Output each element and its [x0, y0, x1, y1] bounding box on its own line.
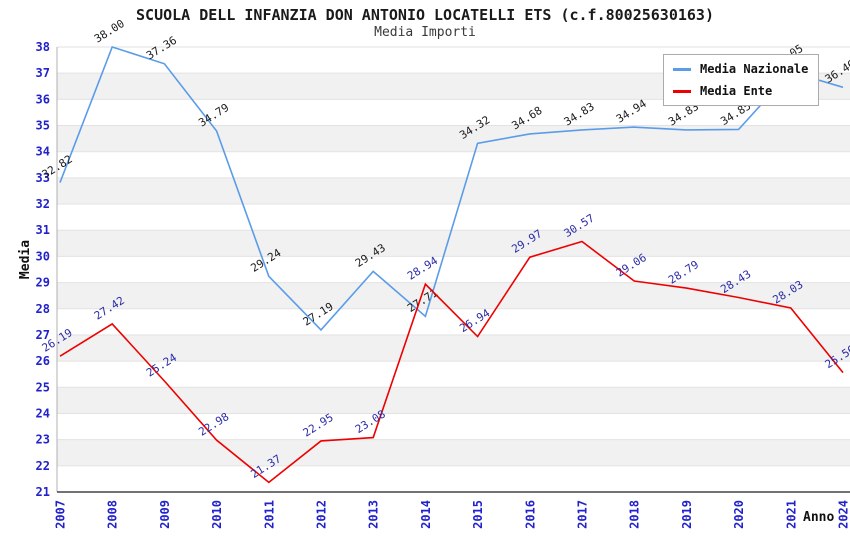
- value-label: 22.98: [196, 410, 231, 439]
- grid-band: [57, 334, 850, 362]
- y-tick-label: 37: [36, 66, 50, 80]
- chart-subtitle: Media Importi: [374, 25, 476, 40]
- series-line-media-nazionale: [59, 46, 844, 332]
- x-tick-label: 2012: [315, 500, 329, 529]
- value-label: 38.00: [92, 17, 127, 46]
- value-label: 34.83: [562, 100, 597, 129]
- x-tick-label: 2009: [158, 500, 172, 529]
- series-line-media-ente: [59, 240, 844, 484]
- legend-label: Media Ente: [700, 84, 773, 98]
- value-label: 34.94: [614, 97, 649, 126]
- x-tick-label: 2016: [523, 500, 537, 529]
- y-tick-label: 21: [36, 485, 50, 499]
- x-tick-label: 2008: [106, 500, 120, 529]
- x-tick-label: 2024: [837, 500, 850, 529]
- y-tick-label: 33: [36, 171, 50, 185]
- red-line-swatch-icon: [673, 89, 691, 93]
- x-tick-label: 2013: [367, 500, 381, 529]
- x-tick-label: 2018: [628, 500, 642, 529]
- legend-item-media-nazionale: Media Nazionale: [673, 62, 808, 76]
- y-tick-label: 35: [36, 119, 50, 133]
- grid-band: [57, 439, 850, 466]
- x-tick-label: 2017: [576, 500, 590, 529]
- y-tick-label: 27: [36, 328, 50, 342]
- x-tick-label: 2019: [680, 500, 694, 529]
- x-tick-label: 2020: [732, 500, 746, 529]
- grid-band: [57, 177, 850, 205]
- y-tick-label: 28: [36, 302, 50, 316]
- gridlines: [57, 46, 850, 467]
- y-tick-label: 32: [36, 197, 50, 211]
- y-tick-label: 25: [36, 380, 50, 394]
- y-tick-label: 22: [36, 459, 50, 473]
- y-tick-label: 29: [36, 276, 50, 290]
- y-tick-label: 26: [36, 354, 50, 368]
- x-axis-title: Anno: [803, 510, 835, 525]
- x-tick-label: 2021: [784, 500, 798, 529]
- y-tick-label: 24: [36, 406, 50, 420]
- x-tick-label: 2014: [419, 500, 433, 529]
- x-tick-label: 2011: [262, 500, 276, 529]
- grid-band: [57, 230, 850, 257]
- legend-label: Media Nazionale: [700, 62, 809, 76]
- y-tick-label: 34: [36, 145, 50, 159]
- grid-bands: [57, 73, 850, 466]
- y-tick-label: 31: [36, 223, 50, 237]
- grid-band: [57, 387, 850, 414]
- chart-title: SCUOLA DELL INFANZIA DON ANTONIO LOCATEL…: [136, 6, 714, 24]
- y-tick-label: 36: [36, 92, 50, 106]
- x-tick-labels: 2007 2008 2009 2010 2011 2012 2013 2014 2015 2016…: [54, 500, 850, 529]
- legend: Media Nazionale Media Ente: [663, 54, 820, 106]
- y-axis-title: Media: [18, 239, 34, 280]
- x-tick-label: 2010: [210, 500, 224, 529]
- value-label: 37.36: [144, 34, 179, 63]
- y-tick-label: 30: [36, 249, 50, 263]
- value-label: 22.95: [301, 411, 336, 440]
- legend-item-media-ente: Media Ente: [673, 84, 808, 98]
- y-tick-label: 23: [36, 433, 50, 447]
- grid-band: [57, 282, 850, 309]
- y-tick-labels: 21 22 23 24 25 26 27 28 29 30 31 32 33 34 35 36 37 38: [36, 40, 50, 499]
- blue-line-swatch-icon: [673, 67, 691, 71]
- x-tick-label: 2015: [471, 500, 485, 529]
- value-label: 28.94: [405, 254, 440, 283]
- y-tick-label: 38: [36, 40, 50, 54]
- x-tick-label: 2007: [54, 500, 68, 529]
